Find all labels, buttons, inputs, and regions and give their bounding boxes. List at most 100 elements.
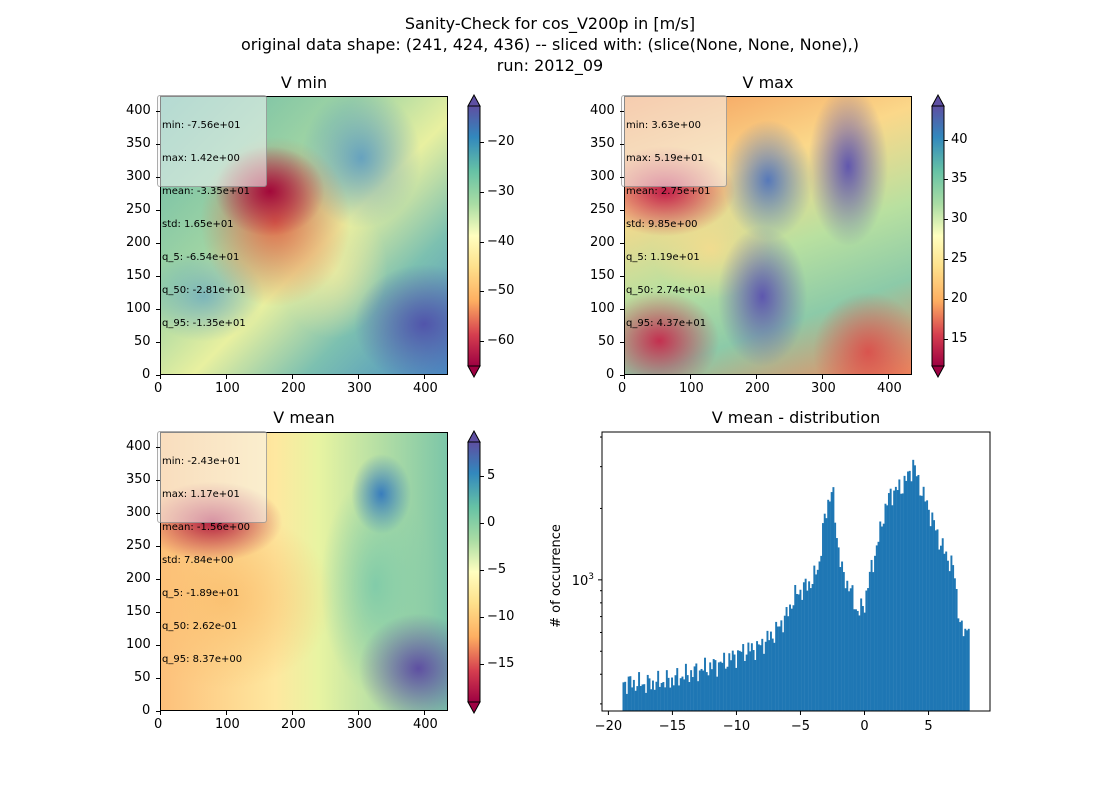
histogram-bar — [905, 480, 908, 711]
histogram-bar — [882, 523, 885, 711]
histogram-bar — [704, 657, 706, 711]
histogram-bar — [645, 692, 647, 711]
histogram-bar — [716, 676, 719, 711]
y-tick-label: 150 — [126, 604, 151, 619]
histogram-bar — [920, 495, 923, 711]
panel-title: V max — [742, 73, 794, 92]
histogram-bar — [679, 678, 682, 711]
histogram-bar — [749, 651, 752, 711]
histogram-bar — [893, 490, 896, 711]
stats-box: min: -7.56e+01 max: 1.42e+00 mean: -3.35… — [157, 95, 267, 329]
histogram: −20 −15 −10 −5 0 5 103 # of occurrence — [549, 431, 991, 734]
histogram-bar — [816, 569, 819, 711]
histogram-bar — [789, 604, 791, 711]
histogram-bar — [917, 474, 920, 711]
histogram-bar — [946, 560, 949, 711]
histogram-bar — [943, 553, 946, 711]
histogram-bar — [737, 650, 739, 711]
histogram-bar — [684, 663, 687, 711]
histogram-bar — [832, 487, 835, 711]
y-tick-label: 250 — [126, 202, 151, 217]
histogram-bar — [639, 686, 642, 711]
histogram-bar — [742, 644, 745, 711]
histogram-bar — [655, 681, 658, 711]
histogram-bar — [802, 582, 805, 711]
stat-min: min: -7.56e+01 — [162, 120, 241, 131]
histogram-bar — [643, 684, 646, 711]
y-tick-label: 300 — [126, 169, 151, 184]
panel-title: V min — [280, 73, 328, 92]
y-tick-label: 0 — [142, 367, 151, 382]
panel-title: V mean — [273, 408, 335, 427]
histogram-bar — [827, 499, 830, 711]
colorbar-tick-label: 15 — [951, 331, 968, 346]
histogram-bar — [674, 675, 677, 711]
histogram-bar — [738, 650, 741, 711]
histogram-bar — [924, 501, 927, 711]
x-tick-label: 400 — [413, 717, 438, 732]
histogram-bar — [688, 682, 691, 711]
histogram-bar — [835, 538, 838, 711]
histogram-bar — [875, 545, 878, 711]
colorbar — [467, 94, 481, 378]
histogram-bar — [801, 599, 804, 711]
colorbar-tick-label: −10 — [487, 609, 515, 624]
histogram-bar — [693, 666, 696, 711]
histogram-bar — [966, 630, 968, 711]
histogram-bar — [723, 652, 726, 711]
y-tick-label: 0 — [606, 367, 615, 382]
histogram-bar — [792, 605, 795, 711]
y-tick-label: 350 — [126, 472, 151, 487]
y-tick-label: 150 — [590, 268, 615, 283]
y-tick-label: 100 — [590, 301, 615, 316]
histogram-bar — [686, 675, 689, 711]
histogram-bar — [712, 659, 715, 711]
stats-box: min: -2.43e+01 max: 1.17e+01 mean: -1.56… — [157, 431, 267, 665]
histogram-bar — [664, 687, 667, 711]
stat-mean: mean: 2.75e+01 — [626, 186, 711, 197]
histogram-bar — [842, 572, 845, 711]
histogram-bar — [743, 660, 746, 711]
histogram-bar — [834, 522, 837, 711]
histogram-bar — [773, 642, 776, 711]
histogram-bar — [756, 641, 759, 711]
histogram-bar — [714, 660, 717, 711]
stat-std: std: 1.65e+01 — [162, 219, 234, 230]
y-tick-label: 300 — [590, 169, 615, 184]
colorbar-tick-label: 30 — [951, 211, 968, 226]
stat-q95: q_95: 8.37e+00 — [162, 654, 243, 665]
colorbar — [467, 430, 481, 714]
y-tick-label: 200 — [126, 235, 151, 250]
histogram-bar — [757, 644, 760, 711]
x-tick-label: 400 — [877, 381, 902, 396]
x-tick-label: 200 — [281, 717, 306, 732]
histogram-bar — [651, 680, 654, 711]
histogram-bar — [806, 590, 809, 711]
y-tick-label: 50 — [134, 670, 151, 685]
y-tick-label: 50 — [598, 334, 615, 349]
histogram-bar — [929, 526, 932, 711]
histogram-bar — [783, 615, 786, 711]
y-tick-label: 400 — [126, 103, 151, 118]
histogram-bar — [879, 521, 882, 711]
histogram-bar — [903, 475, 906, 711]
stat-std: std: 7.84e+00 — [162, 555, 234, 566]
x-tick-label: 300 — [347, 381, 372, 396]
histogram-bar — [823, 513, 826, 711]
x-tick-label: 100 — [679, 381, 704, 396]
histogram-bars — [622, 459, 970, 711]
histogram-bar — [785, 607, 788, 711]
histogram-bar — [848, 591, 850, 711]
x-tick-label: 100 — [215, 717, 240, 732]
histogram-bar — [854, 609, 857, 711]
histogram-bar — [825, 518, 828, 711]
stat-max: max: 5.19e+01 — [626, 153, 704, 164]
histogram-bar — [867, 588, 870, 711]
y-tick-label: 350 — [126, 136, 151, 151]
histogram-bar — [697, 681, 700, 711]
y-tick-label: 200 — [126, 571, 151, 586]
y-tick-label: 50 — [134, 334, 151, 349]
stat-min: min: -2.43e+01 — [162, 456, 241, 467]
x-tick-label: 400 — [413, 381, 438, 396]
histogram-bar — [959, 622, 962, 711]
